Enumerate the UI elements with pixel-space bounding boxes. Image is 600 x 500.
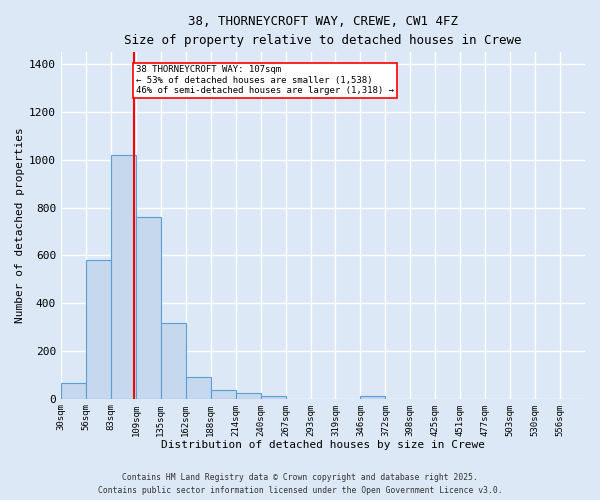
Bar	[361, 396, 385, 398]
Bar	[161, 324, 186, 398]
Y-axis label: Number of detached properties: Number of detached properties	[15, 128, 25, 324]
Bar	[111, 155, 136, 398]
Bar	[186, 377, 211, 398]
Title: 38, THORNEYCROFT WAY, CREWE, CW1 4FZ
Size of property relative to detached house: 38, THORNEYCROFT WAY, CREWE, CW1 4FZ Siz…	[124, 15, 522, 47]
Text: Contains HM Land Registry data © Crown copyright and database right 2025.
Contai: Contains HM Land Registry data © Crown c…	[98, 474, 502, 495]
Bar	[236, 394, 260, 398]
Bar	[260, 396, 286, 398]
Text: 38 THORNEYCROFT WAY: 107sqm
← 53% of detached houses are smaller (1,538)
46% of : 38 THORNEYCROFT WAY: 107sqm ← 53% of det…	[136, 66, 394, 96]
Bar	[211, 390, 236, 398]
Bar	[86, 260, 111, 398]
Bar	[136, 217, 161, 398]
Bar	[61, 383, 86, 398]
X-axis label: Distribution of detached houses by size in Crewe: Distribution of detached houses by size …	[161, 440, 485, 450]
